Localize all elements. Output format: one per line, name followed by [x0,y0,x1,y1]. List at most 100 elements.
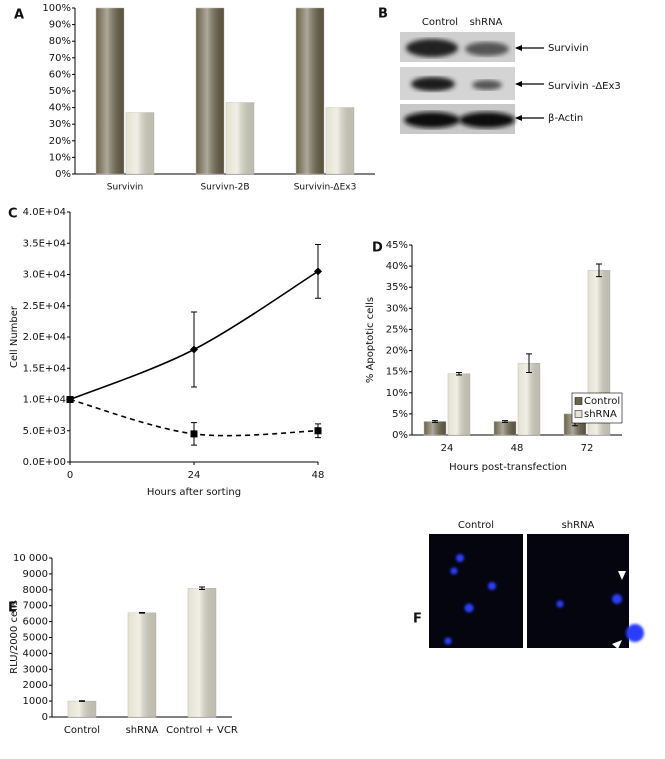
bar-shine [326,107,354,174]
y-tick-label: 60% [49,69,71,80]
x-axis-label: Hours after sorting [147,487,241,498]
bar-shine [68,701,96,717]
y-tick-label: 80% [49,36,71,47]
x-tick-label: Survivn-2B [200,183,249,193]
y-axis-label: RLU/2000 cells [9,600,20,674]
error-bar [199,586,205,590]
bar-shine [296,8,324,174]
arrowhead [612,640,622,649]
bar-shine [226,102,254,174]
x-tick-label: 72 [581,443,594,454]
panel-label: D [372,241,383,256]
bar-shine [126,112,154,174]
error-bar [432,420,438,423]
y-tick-label: 5000 [23,633,48,644]
y-tick-label: 2.5E+04 [23,301,66,312]
y-tick-label: 5.0E+03 [23,426,66,437]
error-bar [79,700,85,702]
legend-swatch [574,410,583,418]
blot-band [411,77,455,91]
error-bar [139,612,145,614]
y-tick-label: 10% [49,152,71,163]
y-tick-label: 20% [49,136,71,147]
blot-band [465,42,509,56]
bar-shine [494,421,516,435]
y-tick-label: 35% [386,282,408,293]
y-tick-label: 100% [42,3,71,14]
panel-label: F [413,612,422,627]
panel-label: A [14,8,24,23]
x-tick-label: 24 [441,443,454,454]
column-label: Control [422,17,458,28]
bar-shine [518,363,540,435]
panel-label: B [378,7,388,22]
arrowhead [618,571,626,580]
y-axis-label: Cell Number [9,305,20,368]
bar-shine [128,612,156,717]
y-tick-label: 1000 [23,696,48,707]
y-tick-label: 2000 [23,680,48,691]
y-tick-label: 4.0E+04 [23,207,66,218]
y-tick-label: 3.0E+04 [23,270,66,281]
blot-band [404,112,460,128]
legend-label: shRNA [584,409,617,420]
x-tick-label: shRNA [126,725,159,736]
x-tick-label: Survivin-ΔEx3 [294,183,357,193]
bar-shine [188,588,216,717]
y-tick-label: 30% [386,303,408,314]
y-tick-label: 1.0E+04 [23,395,66,406]
error-bar [502,420,508,423]
y-tick-label: 70% [49,53,71,64]
blot-band [459,112,515,128]
y-tick-label: 8000 [23,585,48,596]
blot-band [406,39,458,57]
x-tick-label: 0 [67,470,73,481]
error-bar [456,372,462,376]
column-label: shRNA [562,520,595,531]
y-tick-label: 10% [386,388,408,399]
arrowheads [515,45,522,121]
marker [190,345,198,354]
x-axis-label: Hours post-transfection [449,462,567,473]
y-tick-label: 30% [49,119,71,130]
panel-b: B Control shRNA Survivin Survivin -ΔEx3 … [378,7,621,134]
nuclei [444,554,644,645]
column-label: Control [458,520,494,531]
y-tick-label: 6000 [23,617,48,628]
y-tick-label: 4000 [23,648,48,659]
panel-f: F Control shRNA [413,520,644,649]
y-tick-label: 0.0E+00 [23,457,66,468]
y-tick-label: 1.5E+04 [23,363,66,374]
y-tick-label: 25% [386,324,408,335]
row-label: β-Actin [548,113,583,124]
y-tick-label: 10 000 [13,553,48,564]
y-tick-label: 40% [49,103,71,114]
marker [66,396,74,403]
y-tick-label: 40% [386,261,408,272]
marker [314,427,322,435]
panel-label: C [8,207,18,222]
micrograph [527,534,629,648]
x-tick-label: 48 [511,443,524,454]
x-tick-label: Control [64,725,100,736]
x-tick-label: 48 [312,470,325,481]
y-tick-label: 20% [386,346,408,357]
y-tick-label: 3000 [23,664,48,675]
bar-shine [424,421,446,435]
error-bar [526,353,532,374]
error-bar [596,263,602,278]
legend-swatch [574,397,583,405]
bar-shine [196,8,224,174]
y-tick-label: 0% [392,430,408,441]
bar-shine [96,8,124,174]
y-tick-label: 7000 [23,601,48,612]
y-axis-label: % Apoptotic cells [365,297,376,383]
y-tick-label: 0% [55,169,71,180]
x-tick-label: 24 [188,470,201,481]
micrograph [429,534,523,648]
y-tick-label: 50% [49,86,71,97]
y-tick-label: 45% [386,240,408,251]
marker [190,430,198,438]
marker [314,267,322,276]
